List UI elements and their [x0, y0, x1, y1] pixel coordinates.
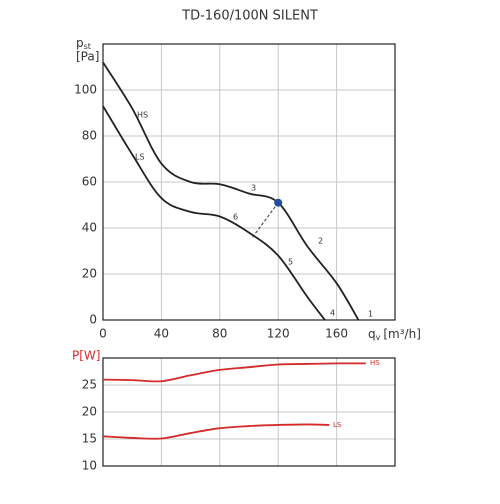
- annotation: 4: [330, 309, 335, 318]
- x-tick-label: 80: [212, 327, 227, 341]
- system-line: [251, 202, 279, 239]
- y-tick-label: 0: [89, 313, 97, 327]
- y-axis-label-unit: [Pa]: [76, 50, 99, 64]
- series-line: [102, 61, 360, 321]
- series-label: LS: [333, 421, 342, 429]
- annotation: 6: [233, 213, 238, 222]
- plot-frame: [102, 43, 396, 321]
- y-tick-label: 20: [82, 405, 97, 419]
- series-line: [102, 362, 366, 383]
- chart-title: TD-160/100N SILENT: [181, 9, 318, 24]
- y-tick-label: 20: [82, 267, 97, 281]
- series-label: HS: [137, 111, 148, 120]
- series-line: [102, 423, 330, 440]
- x-tick-label: 40: [154, 327, 169, 341]
- y-axis-label: pst: [76, 36, 91, 51]
- operating-point: [274, 198, 283, 207]
- x-label-symbol: q: [368, 327, 376, 341]
- y-tick-label: 60: [82, 175, 97, 189]
- y-tick-label: 25: [82, 378, 97, 392]
- plot-frame: [102, 357, 396, 467]
- y-label-symbol: p: [76, 36, 84, 50]
- y-tick-label: 40: [82, 221, 97, 235]
- y-axis-label: P[W]: [72, 349, 100, 363]
- series-line: [102, 105, 326, 321]
- y-tick-label: 100: [74, 83, 97, 97]
- annotation: 2: [318, 237, 323, 246]
- annotation: 3: [251, 184, 256, 193]
- series-label: LS: [135, 153, 145, 162]
- x-tick-label: 0: [99, 327, 107, 341]
- series-label: HS: [370, 359, 380, 367]
- x-tick-label: 120: [267, 327, 290, 341]
- y-tick-label: 80: [82, 129, 97, 143]
- annotation: 1: [368, 310, 373, 319]
- x-label-unit: [m³/h]: [383, 327, 421, 341]
- y-tick-label: 10: [82, 459, 97, 473]
- x-axis-label: qv [m³/h]: [368, 327, 421, 342]
- annotation: 5: [288, 258, 293, 267]
- x-tick-label: 160: [325, 327, 348, 341]
- x-label-subscript: v: [376, 333, 381, 342]
- y-label-subscript: st: [84, 42, 91, 51]
- y-tick-label: 15: [82, 432, 97, 446]
